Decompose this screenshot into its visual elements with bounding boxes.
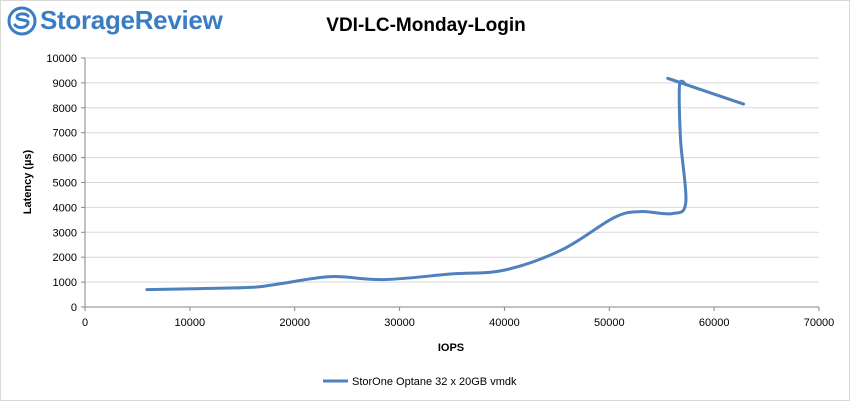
chart-title: VDI-LC-Monday-Login bbox=[326, 15, 526, 36]
x-tick-label: 70000 bbox=[804, 317, 835, 329]
y-axis-title: Latency (µs) bbox=[22, 149, 34, 214]
y-tick-label: 10000 bbox=[46, 53, 77, 65]
x-tick-label: 40000 bbox=[489, 317, 520, 329]
y-tick-label: 4000 bbox=[53, 202, 77, 214]
y-tick-label: 0 bbox=[71, 302, 77, 314]
brand-name: StorageReview bbox=[40, 5, 223, 35]
y-tick-label: 5000 bbox=[53, 178, 77, 190]
y-tick-label: 8000 bbox=[53, 103, 77, 115]
y-tick-labels: 0 1000 2000 3000 4000 5000 6000 7000 8000 9000 100… bbox=[46, 53, 77, 314]
legend: StorOne Optane 32 x 20GB vmdk bbox=[323, 376, 517, 388]
grid-lines bbox=[85, 57, 819, 283]
x-tick-label: 60000 bbox=[699, 317, 730, 329]
axes bbox=[81, 57, 820, 311]
storagereview-logo-icon bbox=[7, 6, 37, 35]
series-line bbox=[145, 76, 745, 292]
x-tick-label: 50000 bbox=[594, 317, 625, 329]
x-tick-label: 20000 bbox=[279, 317, 310, 329]
x-axis-title: IOPS bbox=[438, 342, 464, 354]
y-tick-label: 7000 bbox=[53, 128, 77, 140]
y-tick-label: 3000 bbox=[53, 227, 77, 239]
y-tick-label: 1000 bbox=[53, 277, 77, 289]
y-tick-label: 6000 bbox=[53, 153, 77, 165]
legend-label: StorOne Optane 32 x 20GB vmdk bbox=[352, 376, 517, 388]
y-tick-label: 9000 bbox=[53, 78, 77, 90]
x-tick-label: 10000 bbox=[175, 317, 206, 329]
y-tick-label: 2000 bbox=[53, 252, 77, 264]
series-lines bbox=[145, 76, 745, 292]
brand-logo: StorageReview bbox=[7, 5, 223, 36]
x-tick-label: 0 bbox=[82, 317, 88, 329]
x-tick-labels: 0 10000 20000 30000 40000 50000 60000 70000 bbox=[82, 317, 834, 329]
x-tick-label: 30000 bbox=[384, 317, 415, 329]
